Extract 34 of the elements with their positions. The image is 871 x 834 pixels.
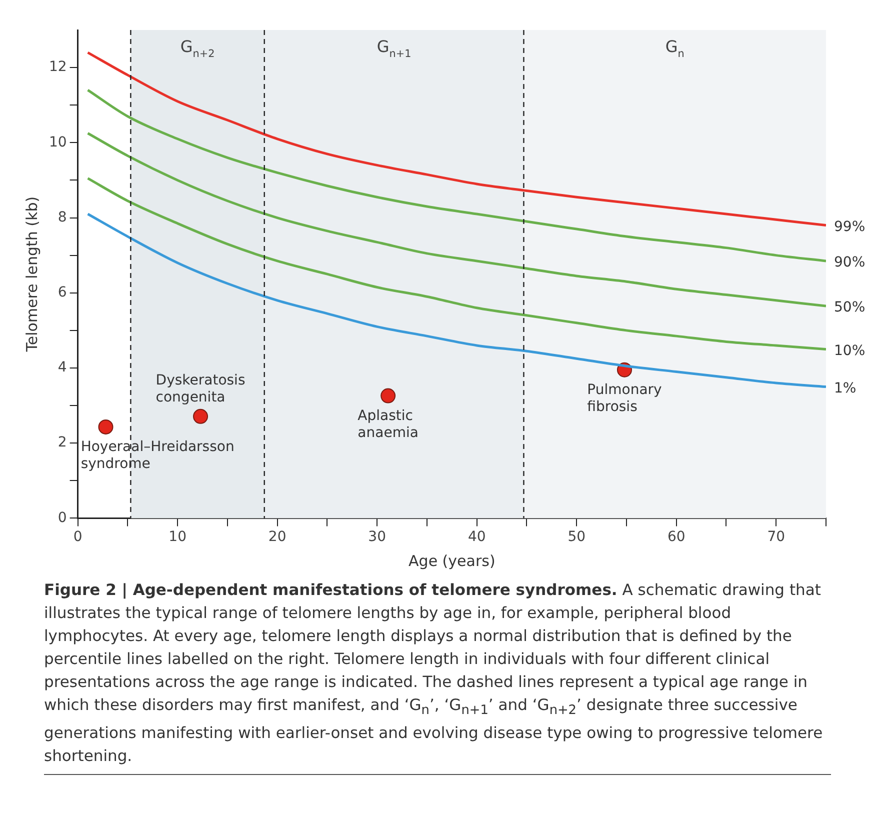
y-tick-label: 12 [48, 59, 67, 76]
point [98, 419, 114, 434]
text: Figure 2 | Age-dependent manifestations of telomere syndromes. [44, 581, 618, 599]
y-axis-title: Telomere length (kb) [22, 196, 41, 353]
x-tick-label: 40 [468, 529, 486, 546]
y-tick-label: 10 [48, 134, 67, 150]
line-series [86, 177, 826, 350]
x-tick-label: 60 [667, 529, 686, 546]
annotation: Aplastic anaemia [358, 408, 418, 441]
x-tick-label: 20 [268, 529, 286, 546]
x-tick-label: 10 [168, 529, 186, 546]
x-tick-label: 30 [368, 529, 386, 546]
y-tick-label: 2 [58, 434, 67, 451]
series-label: 99% [834, 218, 866, 235]
annotation: Hoyeraal–Hreidarsson syndrome [80, 438, 234, 472]
series-label: 50% [834, 300, 866, 316]
x-tick-label: 50 [568, 529, 586, 546]
point [193, 408, 208, 424]
x-tick-label: 0 [73, 529, 82, 546]
y-tick-label: 6 [58, 284, 67, 301]
line-series [86, 88, 826, 262]
y-tick-label: 4 [58, 360, 67, 376]
y-tick-label: 8 [58, 209, 67, 226]
annotation: Dyskeratosis congenita [156, 372, 246, 406]
x-tick-label: 70 [767, 529, 786, 546]
line-series [86, 51, 826, 227]
annotation: Pulmonary fibrosis [587, 382, 662, 415]
series-label: 10% [834, 342, 866, 359]
series-label: 90% [834, 254, 866, 271]
point [380, 388, 396, 404]
x-axis-title: Age (years) [408, 552, 496, 570]
line-series [86, 132, 826, 308]
y-tick-label: 0 [58, 510, 67, 526]
series-label: 1% [834, 380, 856, 396]
